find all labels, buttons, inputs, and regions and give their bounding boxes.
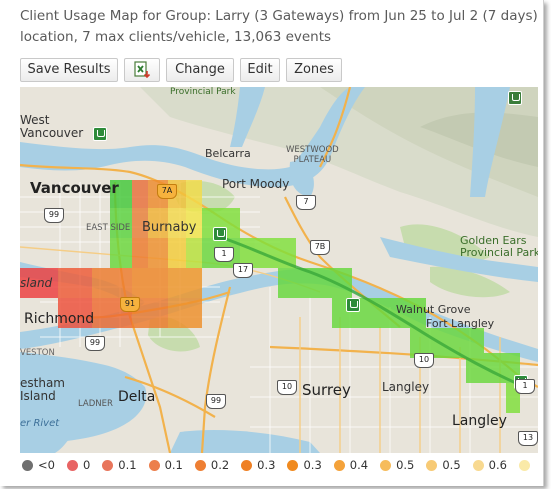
place-label-island: sland — [20, 276, 53, 290]
water-label-river: er Rivet — [20, 418, 60, 429]
place-label-westwood-plateau: WESTWOOD PLATEAU — [286, 145, 339, 165]
highway-shield: 91 — [120, 297, 140, 312]
legend-item: 0.4 — [333, 458, 368, 472]
highway-shield: 1 — [214, 247, 234, 262]
place-label-burnaby: Burnaby — [142, 220, 197, 235]
excel-export-button[interactable] — [124, 58, 160, 82]
highway-shield: 7 — [296, 195, 316, 210]
highway-shield: 7A — [157, 184, 177, 199]
change-button[interactable]: Change — [166, 58, 234, 82]
legend-item: 0.6 — [472, 458, 507, 472]
gateway-marker[interactable] — [346, 298, 360, 312]
place-label-richmond: Richmond — [24, 311, 95, 327]
highway-shield: 1 — [515, 379, 535, 394]
legend-swatch-icon — [518, 459, 530, 471]
place-label-fort-langley: Fort Langley — [426, 317, 495, 330]
legend-swatch-icon — [66, 459, 78, 471]
legend-swatch-icon — [241, 459, 253, 471]
highway-shield: 99 — [206, 394, 226, 409]
legend-swatch-icon — [426, 459, 438, 471]
legend-swatch-icon — [333, 459, 345, 471]
legend-item: 0.3 — [287, 458, 322, 472]
place-label-westham-island: estham Island — [20, 376, 65, 403]
gateway-marker[interactable] — [508, 91, 522, 105]
legend-item: 0.3 — [241, 458, 275, 472]
road-label-westminster: VESTON — [20, 348, 55, 358]
save-results-button[interactable]: Save Results — [20, 58, 118, 82]
zones-button[interactable]: Zones — [286, 58, 342, 82]
place-label-vancouver: Vancouver — [30, 179, 119, 197]
excel-export-icon — [134, 61, 151, 79]
legend-item — [518, 459, 535, 471]
legend-item: <0 — [22, 458, 55, 472]
gateway-marker[interactable] — [213, 227, 227, 241]
place-label-delta: Delta — [118, 389, 156, 405]
legend-swatch-icon — [148, 459, 160, 471]
legend-swatch-icon — [472, 459, 484, 471]
legend-item: 0 — [66, 458, 90, 472]
legend-item: 0.5 — [380, 458, 414, 472]
map-legend: <0 0 0.1 0.1 0.2 0.3 0.3 0.4 0.5 0.5 0.6 — [22, 455, 542, 475]
place-label-surrey: Surrey — [302, 381, 351, 399]
place-label-port-moody: Port Moody — [222, 177, 290, 191]
place-label-west-vancouver: West Vancouver — [20, 113, 84, 140]
highway-shield: 10 — [414, 353, 434, 368]
legend-swatch-icon — [22, 459, 33, 471]
place-label-east-side: EAST SIDE — [86, 223, 131, 233]
gateway-marker[interactable] — [93, 127, 107, 141]
highway-shield: 99 — [85, 336, 105, 351]
legend-item: 0.1 — [102, 458, 137, 472]
place-label-belcarra: Belcarra — [205, 147, 251, 160]
page-title: Client Usage Map for Group: Larry (3 Gat… — [20, 6, 540, 48]
legend-swatch-icon — [194, 459, 206, 471]
place-label-walnut-grove: Walnut Grove — [396, 303, 471, 316]
place-label-ladner: LADNER — [78, 399, 113, 409]
place-label-langley-city: Langley — [382, 380, 430, 394]
legend-swatch-icon — [287, 459, 299, 471]
highway-shield: 17 — [233, 263, 253, 278]
title-line-1: Client Usage Map for Group: Larry (3 Gat… — [20, 8, 538, 24]
edit-button[interactable]: Edit — [240, 58, 280, 82]
place-label-langley: Langley — [452, 413, 507, 429]
usage-map[interactable]: 99 7A 7 7B 1 17 91 99 10 10 99 13 1 West… — [20, 87, 538, 453]
legend-item: 0.5 — [426, 458, 461, 472]
place-label-provincial-park: Provincial Park — [170, 87, 236, 97]
legend-item: 0.2 — [194, 458, 229, 472]
place-label-golden-ears: Golden Ears Provincial Park — [460, 234, 538, 259]
title-line-2: location, 7 max clients/vehicle, 13,063 … — [20, 29, 332, 45]
legend-item: 0.1 — [148, 458, 183, 472]
legend-swatch-icon — [380, 459, 392, 471]
legend-swatch-icon — [102, 459, 114, 471]
highway-shield: 99 — [44, 208, 64, 223]
highway-shield: 13 — [518, 431, 538, 446]
highway-shield: 7B — [310, 240, 330, 255]
highway-shield: 10 — [277, 380, 297, 395]
